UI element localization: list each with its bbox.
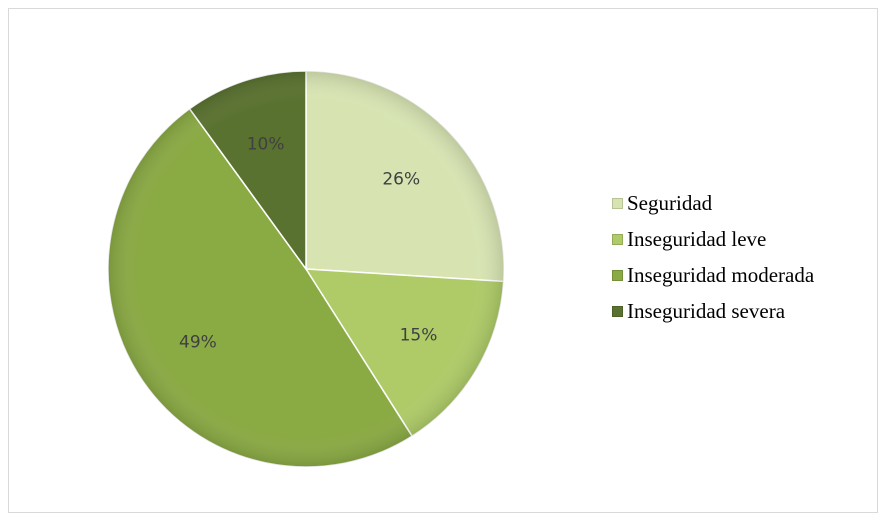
legend-swatch xyxy=(612,233,623,245)
data-label-inseguridad-severa: 10% xyxy=(247,135,285,155)
legend-label: Seguridad xyxy=(627,190,713,215)
legend-item-inseguridad-leve: Inseguridad leve xyxy=(612,221,814,257)
legend-item-seguridad: Seguridad xyxy=(612,185,814,221)
legend-label: Inseguridad moderada xyxy=(627,262,815,287)
legend-swatch xyxy=(612,269,623,281)
legend-item-inseguridad-moderada: Inseguridad moderada xyxy=(612,257,814,293)
data-label-seguridad: 26% xyxy=(382,170,420,190)
legend-item-inseguridad-severa: Inseguridad severa xyxy=(612,293,814,329)
data-label-inseguridad-moderada: 49% xyxy=(179,332,217,352)
data-label-inseguridad-leve: 15% xyxy=(400,326,438,346)
legend-label: Inseguridad severa xyxy=(627,298,786,323)
legend-swatch xyxy=(612,197,623,209)
legend-label: Inseguridad leve xyxy=(627,226,767,251)
pie-bevel-overlay xyxy=(108,71,504,467)
pie-slices xyxy=(107,70,505,468)
pie-data-labels: 26% 15% 49% 10% xyxy=(179,135,437,353)
legend: Seguridad Inseguridad leve Inseguridad m… xyxy=(612,185,814,329)
legend-swatch xyxy=(612,305,623,317)
